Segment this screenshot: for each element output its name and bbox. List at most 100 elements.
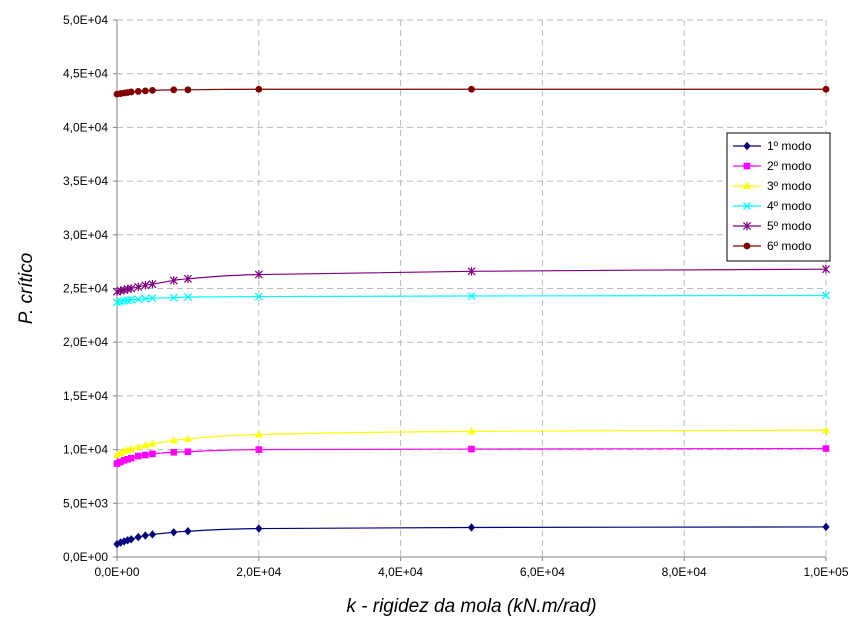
data-point bbox=[120, 457, 128, 464]
x-tick-label: 2,0E+04 bbox=[236, 565, 281, 579]
data-point bbox=[467, 267, 476, 276]
legend-item: 3º modo bbox=[733, 179, 812, 193]
data-point bbox=[134, 282, 143, 292]
data-point bbox=[255, 85, 263, 93]
y-tick-label: 5,0E+04 bbox=[63, 13, 108, 27]
data-point bbox=[821, 291, 831, 300]
data-point bbox=[254, 270, 263, 279]
data-point bbox=[127, 454, 135, 462]
legend-label: 6º modo bbox=[767, 239, 812, 253]
legend-marker bbox=[743, 141, 751, 151]
data-point bbox=[169, 436, 178, 444]
data-point bbox=[184, 527, 192, 536]
y-axis-title: P. crítico bbox=[16, 253, 37, 324]
data-point bbox=[148, 294, 157, 303]
data-point bbox=[127, 295, 136, 304]
data-point bbox=[184, 448, 192, 456]
data-point bbox=[183, 293, 192, 302]
series-group bbox=[112, 85, 831, 549]
series-3 bbox=[113, 426, 830, 458]
data-point bbox=[170, 528, 178, 537]
data-point bbox=[113, 450, 121, 458]
data-point bbox=[169, 276, 178, 285]
legend-item: 2º modo bbox=[733, 159, 812, 173]
series-2 bbox=[113, 445, 830, 467]
data-point bbox=[822, 85, 830, 93]
legend-box bbox=[726, 132, 831, 262]
data-point bbox=[822, 522, 830, 532]
x-tick-label: 6,0E+04 bbox=[520, 565, 565, 579]
legend-label: 4º modo bbox=[767, 199, 812, 213]
y-tick-label: 1,5E+04 bbox=[63, 389, 108, 403]
y-tick-label: 2,0E+04 bbox=[63, 335, 108, 349]
data-point bbox=[822, 445, 830, 452]
legend-label: 5º modo bbox=[767, 219, 812, 233]
data-point bbox=[141, 281, 150, 290]
legend-label: 2º modo bbox=[767, 159, 812, 173]
data-point bbox=[116, 538, 125, 547]
series-4 bbox=[112, 291, 831, 307]
x-tick-label: 4,0E+04 bbox=[378, 565, 423, 579]
data-point bbox=[183, 274, 192, 284]
data-point bbox=[468, 445, 475, 453]
legend-marker bbox=[743, 162, 751, 170]
y-tick-label: 4,5E+04 bbox=[63, 67, 108, 81]
data-point bbox=[169, 293, 178, 302]
data-point bbox=[148, 280, 157, 289]
legend-item: 5º modo bbox=[733, 219, 812, 233]
y-tick-label: 3,0E+04 bbox=[63, 228, 108, 242]
y-tick-labels: 0,0E+00 5,0E+03 1,0E+04 1,5E+04 2,0E+04 2,5E+… bbox=[63, 13, 108, 564]
data-point bbox=[134, 88, 142, 95]
legend-marker bbox=[742, 221, 752, 231]
data-point bbox=[113, 539, 121, 549]
data-point bbox=[170, 448, 178, 456]
data-point bbox=[183, 434, 192, 442]
data-point bbox=[142, 451, 149, 459]
data-point bbox=[170, 86, 178, 94]
x-tick-label: 0,0E+00 bbox=[94, 565, 139, 579]
data-point bbox=[468, 85, 475, 93]
data-point bbox=[127, 284, 136, 293]
data-point bbox=[124, 536, 132, 545]
legend-label: 3º modo bbox=[767, 179, 812, 193]
y-tick-label: 1,0E+04 bbox=[63, 443, 108, 457]
data-point bbox=[467, 291, 476, 301]
y-tick-label: 0,0E+00 bbox=[63, 550, 108, 564]
data-point bbox=[148, 439, 157, 447]
legend: 1º modo 2º modo 3º modo 4º modo 5º modo 6º mo… bbox=[726, 132, 831, 262]
data-point bbox=[134, 295, 143, 304]
data-point bbox=[141, 531, 149, 540]
data-point bbox=[254, 292, 263, 301]
data-point bbox=[113, 460, 121, 467]
y-tick-label: 4,0E+04 bbox=[63, 120, 108, 134]
legend-item: 1º modo bbox=[733, 139, 812, 153]
data-point bbox=[117, 458, 124, 466]
legend-label: 1º modo bbox=[767, 139, 812, 153]
y-tick-label: 2,5E+04 bbox=[63, 282, 108, 296]
x-tick-label: 8,0E+04 bbox=[662, 565, 707, 579]
data-point bbox=[141, 87, 149, 95]
series-5 bbox=[112, 264, 831, 296]
legend-item: 4º modo bbox=[733, 199, 812, 213]
legend-item: 6º modo bbox=[733, 239, 812, 253]
x-tick-label: 1,0E+05 bbox=[803, 565, 848, 579]
grid bbox=[117, 19, 827, 557]
data-point bbox=[822, 426, 830, 434]
data-point bbox=[254, 430, 263, 438]
y-tick-label: 3,5E+04 bbox=[63, 174, 108, 188]
legend-marker bbox=[742, 201, 752, 211]
data-point bbox=[184, 86, 192, 94]
data-point bbox=[467, 523, 476, 532]
data-point bbox=[467, 427, 476, 435]
series-1 bbox=[113, 522, 830, 549]
data-point bbox=[127, 88, 135, 96]
data-point bbox=[821, 264, 831, 274]
data-point bbox=[149, 86, 156, 94]
x-tick-labels: 0,0E+00 2,0E+04 4,0E+04 6,0E+04 8,0E+04 1,0E+… bbox=[94, 565, 848, 579]
data-point bbox=[127, 535, 135, 544]
data-point bbox=[134, 442, 143, 450]
y-tick-label: 5,0E+03 bbox=[63, 496, 108, 510]
data-point bbox=[148, 530, 157, 539]
data-point bbox=[149, 450, 156, 458]
